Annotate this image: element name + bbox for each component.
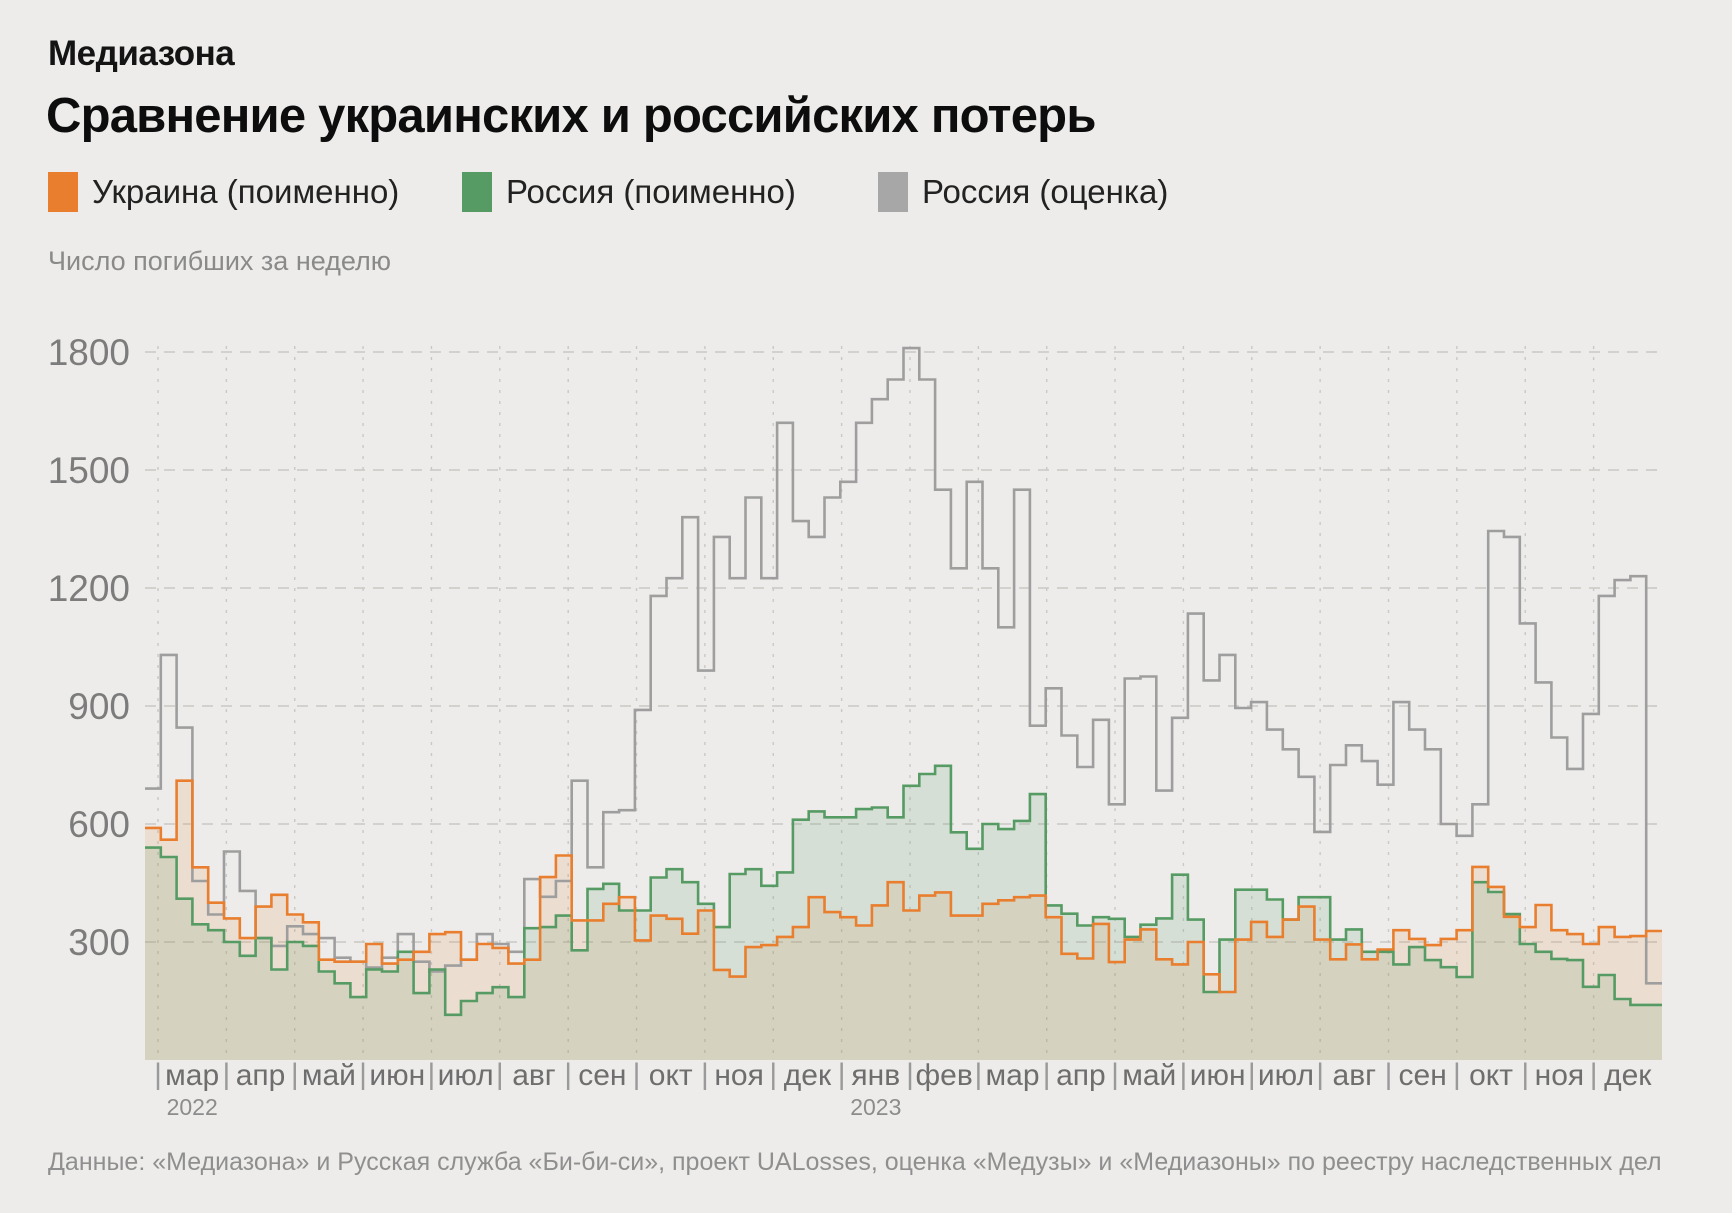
x-month-label-19: окт [1469, 1059, 1513, 1092]
x-tick-14: | [1111, 1058, 1119, 1091]
russia-named-color-swatch [462, 172, 492, 212]
x-tick-2: | [291, 1058, 299, 1091]
x-tick-11: | [906, 1058, 914, 1091]
x-month-label-11: фев [916, 1059, 973, 1092]
x-tick-3: | [359, 1058, 367, 1091]
x-month-label-13: апр [1056, 1059, 1106, 1092]
year-label-2022: 2022 [167, 1094, 218, 1120]
series-line-0 [145, 779, 1662, 994]
legend-label-russia-estimate: Россия (оценка) [922, 173, 1169, 210]
brand-logo: Медиазона [48, 34, 235, 73]
x-tick-0: | [154, 1058, 162, 1091]
x-month-label-10: янв [851, 1059, 900, 1092]
x-month-label-7: окт [649, 1059, 693, 1092]
x-month-label-8: ноя [714, 1059, 764, 1092]
page-title: Сравнение украинских и российских потерь [46, 89, 1096, 143]
x-month-label-4: июл [438, 1059, 494, 1092]
legend-item-russia-named: Россия (поименно) [462, 172, 796, 212]
x-month-label-15: июн [1190, 1059, 1246, 1092]
x-tick-4: | [428, 1058, 436, 1091]
x-tick-1: | [222, 1058, 230, 1091]
x-tick-17: | [1316, 1058, 1324, 1091]
series-line-2 [145, 346, 1662, 985]
x-month-label-18: сен [1399, 1059, 1447, 1092]
x-month-label-2: май [302, 1059, 356, 1092]
x-month-label-5: авг [512, 1059, 556, 1092]
y-tick-label-1800: 1800 [48, 332, 130, 373]
x-month-label-3: июн [369, 1059, 425, 1092]
y-tick-label-900: 900 [68, 686, 130, 727]
x-tick-16: | [1248, 1058, 1256, 1091]
series-fill-1 [145, 765, 1662, 1060]
russia-estimate-color-swatch [878, 172, 908, 212]
x-month-label-14: май [1122, 1059, 1176, 1092]
x-tick-15: | [1180, 1058, 1188, 1091]
x-month-label-0: мар [165, 1059, 219, 1092]
x-tick-20: | [1521, 1058, 1529, 1091]
legend-label-ukraine: Украина (поименно) [92, 173, 400, 210]
x-tick-18: | [1385, 1058, 1393, 1091]
x-tick-9: | [769, 1058, 777, 1091]
chart-legend: Украина (поименно) Россия (поименно) Рос… [48, 172, 1448, 220]
x-tick-10: | [838, 1058, 846, 1091]
y-tick-label-300: 300 [68, 922, 130, 963]
ukraine-color-swatch [48, 172, 78, 212]
x-tick-7: | [633, 1058, 641, 1091]
x-month-label-20: ноя [1535, 1059, 1585, 1092]
x-month-label-16: июл [1258, 1059, 1314, 1092]
x-tick-13: | [1043, 1058, 1051, 1091]
x-tick-6: | [564, 1058, 572, 1091]
x-month-label-21: дек [1604, 1059, 1652, 1092]
x-tick-21: | [1590, 1058, 1598, 1091]
y-tick-label-600: 600 [68, 804, 130, 845]
y-axis-unit-label: Число погибших за неделю [48, 246, 392, 276]
chart-area: 1800 1500 1200 900 600 300 | мар | апр | май | июн | ию… [0, 282, 1732, 1132]
data-source-note: Данные: «Медиазона» и Русская служба «Би… [48, 1148, 1662, 1176]
x-tick-19: | [1453, 1058, 1461, 1091]
x-month-label-1: апр [236, 1059, 286, 1092]
series-line-1 [145, 764, 1662, 1017]
y-tick-label-1200: 1200 [48, 568, 130, 609]
x-tick-8: | [701, 1058, 709, 1091]
x-month-label-6: сен [578, 1059, 626, 1092]
legend-label-russia-named: Россия (поименно) [506, 173, 796, 210]
x-tick-5: | [496, 1058, 504, 1091]
x-month-label-9: дек [784, 1059, 832, 1092]
year-label-2023: 2023 [850, 1094, 901, 1120]
x-month-label-17: авг [1333, 1059, 1377, 1092]
x-tick-12: | [974, 1058, 982, 1091]
y-tick-label-1500: 1500 [48, 450, 130, 491]
x-month-label-12: мар [986, 1059, 1040, 1092]
legend-item-ukraine: Украина (поименно) [48, 172, 399, 212]
legend-item-russia-estimate: Россия (оценка) [878, 172, 1168, 212]
